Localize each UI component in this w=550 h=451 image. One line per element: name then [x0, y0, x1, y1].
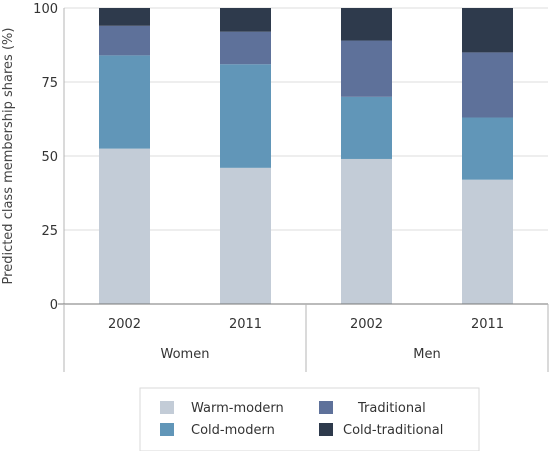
bar-segment-traditional [341, 40, 392, 97]
legend-swatch-cold-traditional [319, 423, 333, 436]
y-axis-label: Predicted class membership shares (%) [1, 28, 16, 285]
legend-swatch-cold-modern [160, 423, 174, 436]
x-tick-label: 2002 [350, 317, 383, 332]
bar-segment-cold-traditional [220, 8, 271, 32]
axes: 0 25 50 75 100 2002 2011 2002 2011 Women Men [33, 2, 549, 372]
y-tick-label: 75 [41, 76, 58, 91]
x-tick-label: 2002 [108, 317, 141, 332]
legend: Warm-modern Cold-modern Traditional Cold-tr… [139, 387, 480, 451]
bar-segment-warm-modern [341, 158, 392, 304]
bar-segment-cold-modern [462, 117, 513, 180]
bar-segment-warm-modern [462, 179, 513, 304]
x-tick-label: 2011 [229, 317, 262, 332]
y-tick-label: 50 [41, 150, 58, 165]
bar-segment-warm-modern [220, 167, 271, 304]
group-label: Men [413, 347, 440, 362]
bar-segment-traditional [220, 31, 271, 65]
legend-label-warm-modern: Warm-modern [191, 401, 284, 416]
legend-label-traditional: Traditional [357, 401, 426, 416]
bar-segment-cold-traditional [341, 8, 392, 41]
bar-segment-traditional [99, 25, 150, 56]
bar-segment-cold-modern [99, 55, 150, 149]
bar-segment-traditional [462, 52, 513, 118]
bar-segment-cold-traditional [99, 8, 150, 26]
x-tick-label: 2011 [471, 317, 504, 332]
bar-segment-warm-modern [99, 148, 150, 304]
legend-box [139, 387, 480, 451]
group-label: Women [161, 347, 210, 362]
y-tick-label: 25 [41, 224, 58, 239]
bar-segment-cold-modern [341, 96, 392, 159]
bar-segment-cold-traditional [462, 8, 513, 53]
legend-swatch-warm-modern [160, 401, 174, 414]
legend-label-cold-traditional: Cold-traditional [343, 423, 443, 438]
legend-label-cold-modern: Cold-modern [191, 423, 275, 438]
bar-stacks [99, 8, 513, 304]
bar-segment-cold-modern [220, 64, 271, 168]
y-tick-label: 100 [33, 2, 58, 17]
legend-swatch-traditional [319, 401, 333, 414]
y-tick-label: 0 [50, 298, 58, 313]
